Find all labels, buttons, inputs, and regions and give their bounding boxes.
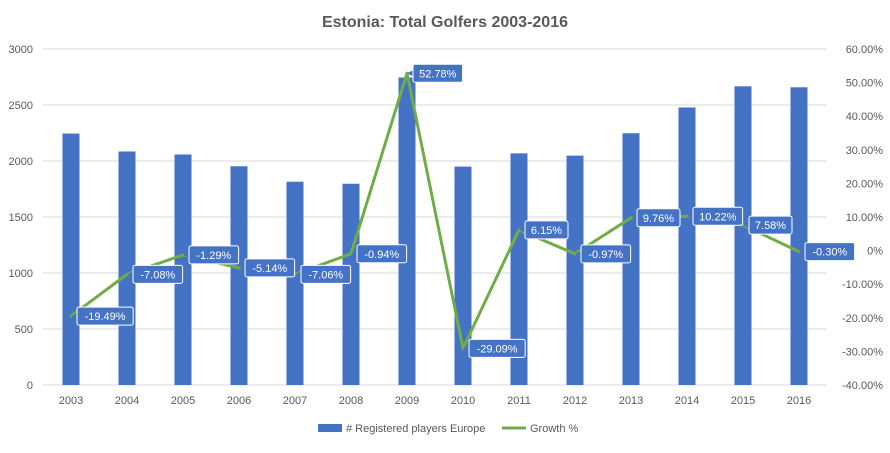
bar: [678, 107, 696, 386]
data-label-box: [524, 220, 569, 240]
data-labels: -19.49% -7.08% -1.29% -5.14% -7.06% -0.94% 52.…: [71, 63, 856, 358]
data-label-text: -7.08%: [140, 269, 175, 281]
y-right-tick-label: 50.00%: [846, 78, 884, 90]
data-label: -7.08%: [127, 264, 184, 284]
x-tick-label: 2014: [675, 395, 699, 407]
y-right-tick-label: -30.00%: [842, 346, 883, 358]
bar: [230, 166, 248, 385]
legend-swatch-bars: [318, 424, 342, 432]
y-left-tick-label: 1000: [9, 268, 33, 280]
bar: [734, 86, 752, 386]
x-tick-label: 2007: [283, 395, 307, 407]
data-label-text: 7.58%: [755, 220, 786, 232]
data-label-box: [188, 245, 240, 265]
y-right-tick-label: 10.00%: [846, 212, 884, 224]
y-right-tick-label: -20.00%: [842, 313, 883, 325]
x-axis: 2003 2004 2005 2006 2007 2008 2009 2010 2011 2012…: [59, 395, 811, 407]
data-label: -29.09%: [463, 338, 526, 358]
x-tick-label: 2010: [451, 395, 475, 407]
y-left-tick-label: 3000: [9, 44, 33, 56]
data-label-text: 10.22%: [699, 211, 737, 223]
bar: [286, 181, 304, 385]
x-tick-label: 2013: [619, 395, 643, 407]
data-label: -7.06%: [295, 264, 352, 284]
data-label: 7.58%: [743, 215, 793, 235]
data-label-box: [748, 215, 793, 235]
data-label-text: 6.15%: [531, 225, 562, 237]
x-tick-label: 2009: [395, 395, 419, 407]
data-label-text: -19.49%: [85, 311, 126, 323]
data-label: 10.22%: [687, 206, 744, 226]
data-label: -5.14%: [239, 258, 296, 278]
y-axis-left: 0 500 1000 1500 2000 2500 3000: [9, 44, 33, 392]
bar-series: [62, 77, 808, 386]
data-label-box: [76, 306, 134, 326]
y-left-tick-label: 500: [15, 324, 33, 336]
bar: [566, 155, 584, 385]
data-label-text: -29.09%: [477, 343, 518, 355]
x-tick-label: 2012: [563, 395, 587, 407]
data-label-text: -7.06%: [308, 269, 343, 281]
y-axis-right: -40.00% -30.00% -20.00% -10.00% 0% 10.00% 20.0…: [842, 44, 883, 392]
y-left-tick-label: 2500: [9, 100, 33, 112]
y-right-tick-label: 30.00%: [846, 145, 884, 157]
x-tick-label: 2015: [731, 395, 755, 407]
legend-label-bars: # Registered players Europe: [346, 423, 485, 435]
data-label-box: [356, 244, 408, 264]
data-label-text: -0.30%: [812, 247, 847, 259]
data-label-box: [692, 206, 744, 226]
data-label-box: [300, 264, 352, 284]
bar: [398, 77, 416, 385]
data-label-box: [580, 244, 632, 264]
data-label: -0.94%: [351, 244, 408, 264]
bar: [62, 133, 80, 385]
data-label: -0.30%: [799, 242, 856, 262]
data-label: 9.76%: [631, 208, 681, 228]
chart-title: Estonia: Total Golfers 2003-2016: [322, 14, 568, 31]
data-label-text: -5.14%: [252, 263, 287, 275]
data-label: -1.29%: [183, 245, 240, 265]
data-label-text: 9.76%: [643, 213, 674, 225]
data-label-box: [468, 338, 526, 358]
y-right-tick-label: 60.00%: [846, 44, 884, 56]
data-label-box: [132, 264, 184, 284]
y-left-tick-label: 1500: [9, 212, 33, 224]
x-tick-label: 2006: [227, 395, 251, 407]
legend: # Registered players Europe Growth %: [318, 423, 579, 435]
data-label-box: [412, 63, 464, 83]
data-label-box: [636, 208, 681, 228]
data-label-text: -0.97%: [588, 249, 623, 261]
data-label-box: [804, 242, 856, 262]
bar: [118, 151, 136, 385]
y-left-tick-label: 2000: [9, 156, 33, 168]
data-label: -0.97%: [575, 244, 632, 264]
data-label-text: -1.29%: [196, 250, 231, 262]
data-label-text: 52.78%: [419, 68, 457, 80]
bar: [510, 153, 528, 385]
y-right-tick-label: 0%: [867, 246, 883, 258]
x-tick-label: 2003: [59, 395, 83, 407]
x-tick-label: 2005: [171, 395, 195, 407]
x-tick-label: 2008: [339, 395, 363, 407]
y-right-tick-label: -10.00%: [842, 279, 883, 291]
y-right-tick-label: -40.00%: [842, 380, 883, 392]
data-label: 52.78%: [407, 63, 464, 83]
y-left-tick-label: 0: [27, 380, 33, 392]
data-label-box: [244, 258, 296, 278]
bar: [342, 183, 360, 385]
data-label: -19.49%: [71, 306, 134, 326]
x-tick-label: 2011: [507, 395, 531, 407]
data-label-text: -0.94%: [364, 249, 399, 261]
bar: [790, 87, 808, 385]
x-tick-label: 2016: [787, 395, 811, 407]
y-right-tick-label: 20.00%: [846, 178, 884, 190]
legend-label-line: Growth %: [530, 423, 579, 435]
y-right-tick-label: 40.00%: [846, 111, 884, 123]
x-tick-label: 2004: [115, 395, 139, 407]
data-label: 6.15%: [519, 220, 569, 240]
line-point: [181, 253, 185, 257]
